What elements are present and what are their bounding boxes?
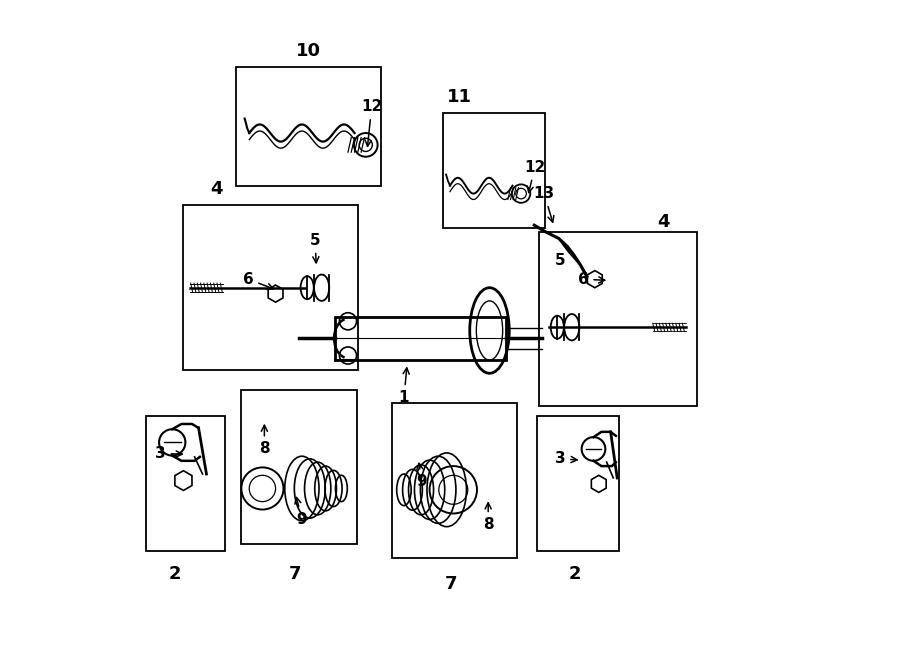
- Text: 7: 7: [289, 565, 302, 583]
- Text: 3: 3: [554, 451, 577, 467]
- Bar: [146, 416, 225, 551]
- Text: 8: 8: [483, 503, 493, 532]
- Text: 9: 9: [295, 498, 307, 527]
- Text: 12: 12: [361, 99, 382, 146]
- Text: 2: 2: [168, 565, 181, 583]
- Text: 5: 5: [555, 253, 566, 268]
- Text: 1: 1: [399, 368, 410, 405]
- Text: 5: 5: [310, 233, 320, 263]
- Text: 3: 3: [155, 446, 182, 461]
- Bar: [537, 416, 619, 551]
- Text: 4: 4: [210, 180, 222, 198]
- Polygon shape: [559, 239, 587, 276]
- Bar: [241, 390, 356, 545]
- Text: 8: 8: [259, 425, 270, 457]
- Bar: [539, 232, 697, 407]
- Text: 7: 7: [446, 575, 457, 593]
- Text: 12: 12: [525, 160, 545, 192]
- Bar: [236, 67, 381, 186]
- Text: 9: 9: [417, 463, 427, 489]
- Text: 11: 11: [447, 88, 473, 106]
- Bar: [444, 113, 545, 229]
- Text: 4: 4: [658, 213, 670, 231]
- Bar: [184, 206, 358, 370]
- Bar: [392, 403, 518, 558]
- Text: 10: 10: [296, 42, 321, 59]
- Text: 13: 13: [534, 186, 554, 222]
- Text: 6: 6: [578, 272, 605, 287]
- Bar: [335, 317, 506, 360]
- Text: 6: 6: [243, 272, 274, 290]
- Text: 2: 2: [569, 565, 581, 583]
